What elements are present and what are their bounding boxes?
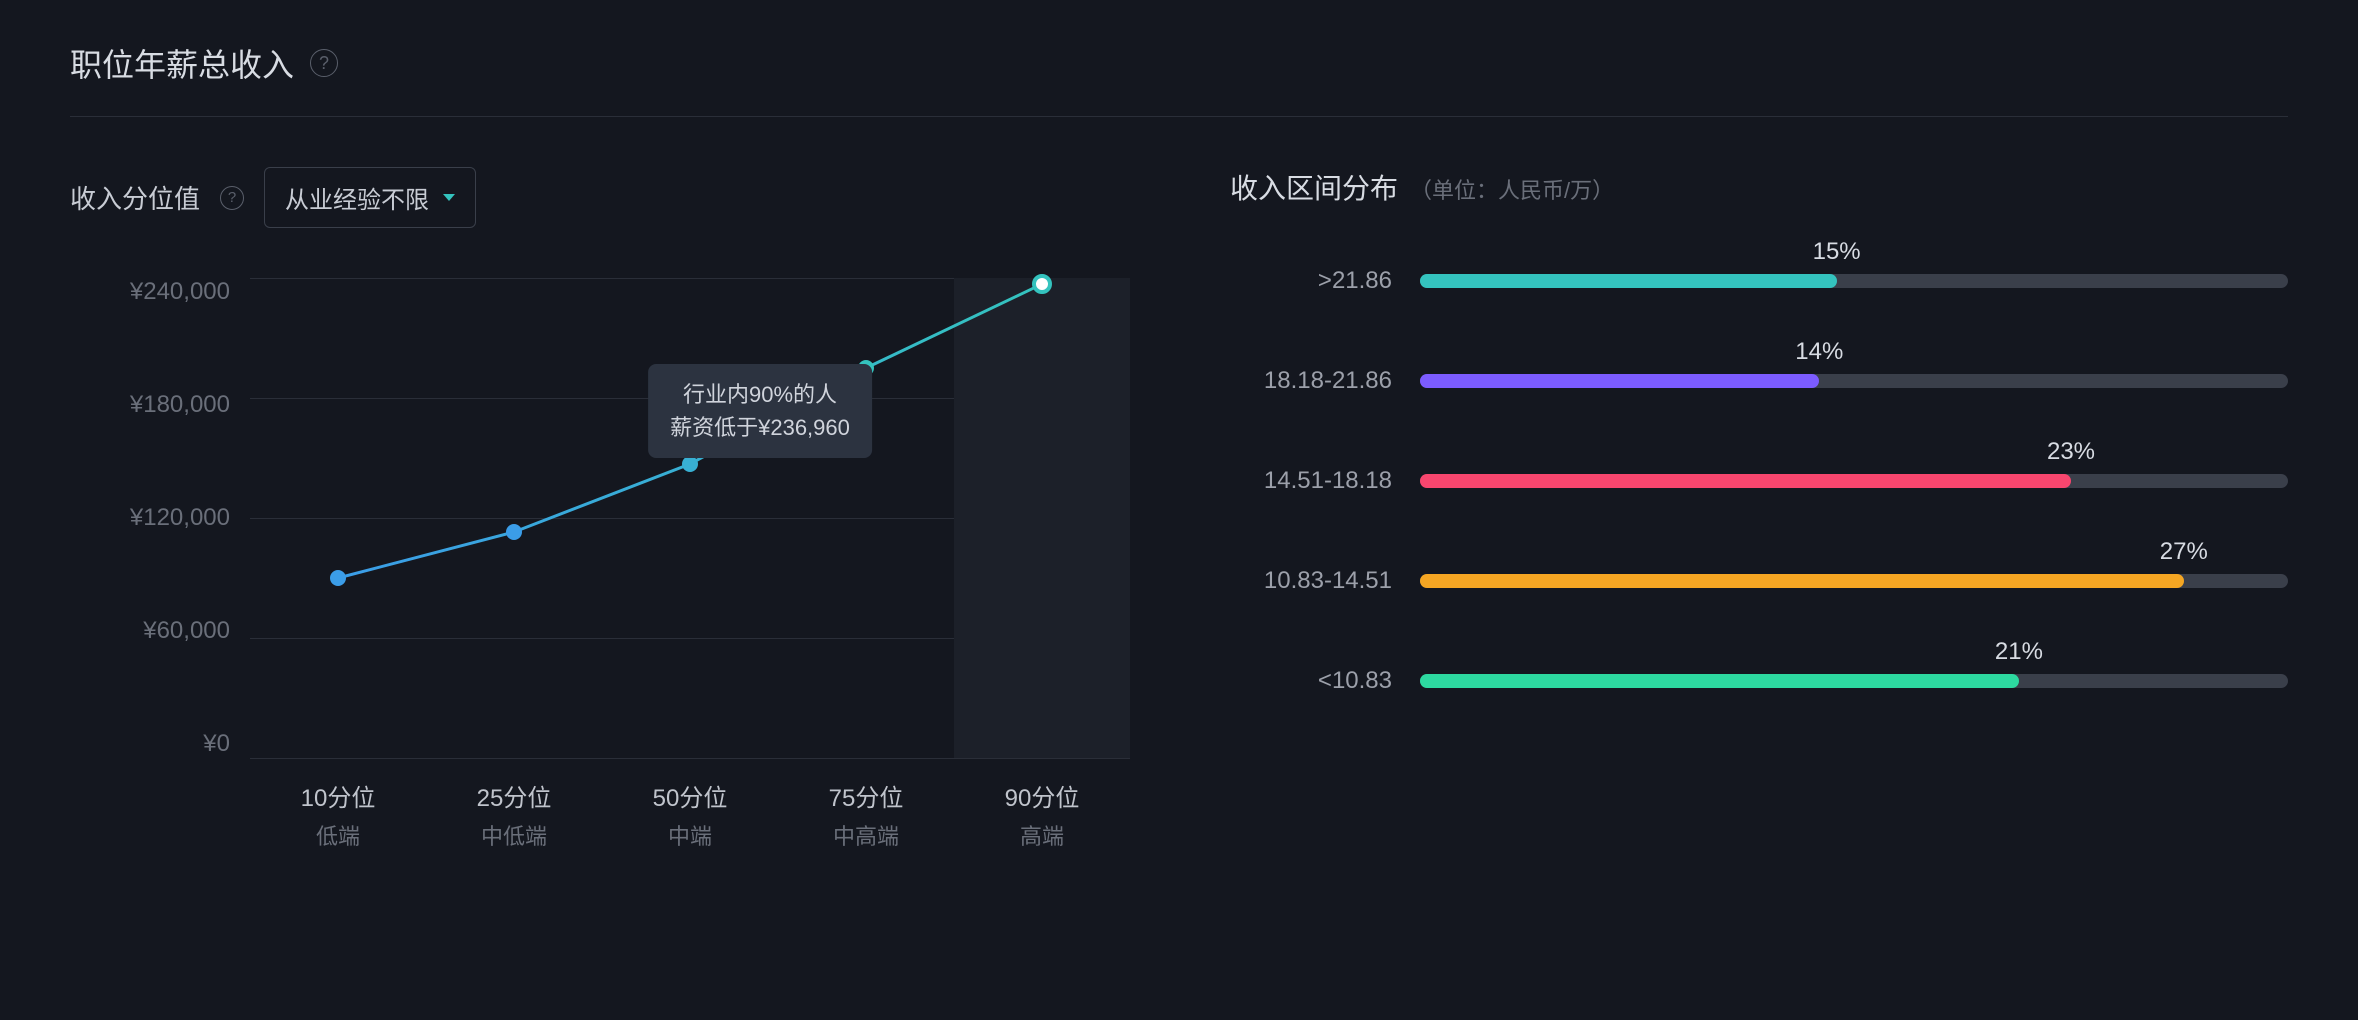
dropdown-label: 从业经验不限	[285, 180, 429, 215]
y-tick: ¥60,000	[90, 617, 230, 645]
gridline	[250, 758, 1130, 759]
x-tick-sublabel: 中高端	[778, 819, 954, 851]
bar-track: 27%	[1420, 574, 2288, 588]
bar-percent: 27%	[2160, 538, 2208, 566]
bar-track: 14%	[1420, 374, 2288, 388]
bar-row: <10.8321%	[1230, 667, 2288, 695]
help-icon[interactable]: ?	[220, 186, 244, 210]
x-tick-sublabel: 高端	[954, 819, 1130, 851]
bar-fill	[1420, 274, 1837, 288]
experience-dropdown[interactable]: 从业经验不限	[264, 167, 476, 228]
y-tick: ¥180,000	[90, 391, 230, 419]
x-tick: 50分位中端	[602, 778, 778, 851]
x-axis: 10分位低端25分位中低端50分位中端75分位中高端90分位高端	[250, 778, 1130, 851]
left-panel: 收入分位值 ? 从业经验不限 ¥240,000¥180,000¥120,000¥…	[70, 167, 1150, 878]
bar-percent: 21%	[1995, 638, 2043, 666]
line-svg	[250, 278, 1130, 758]
x-tick-label: 90分位	[954, 778, 1130, 813]
bar-fill	[1420, 474, 2071, 488]
page-title: 职位年薪总收入	[70, 40, 294, 86]
distribution-subtitle: （单位：人民币/万）	[1410, 173, 1614, 205]
tooltip-line2: 薪资低于¥236,960	[670, 411, 850, 444]
chart-marker[interactable]	[682, 456, 698, 472]
x-tick: 75分位中高端	[778, 778, 954, 851]
y-tick: ¥0	[90, 730, 230, 758]
bar-fill	[1420, 374, 1819, 388]
distribution-title: 收入区间分布	[1230, 167, 1398, 207]
bar-percent: 15%	[1813, 238, 1861, 266]
x-tick-label: 75分位	[778, 778, 954, 813]
chevron-down-icon	[443, 194, 455, 201]
chart-marker[interactable]	[506, 524, 522, 540]
help-icon[interactable]: ?	[310, 49, 338, 77]
plot-area: 行业内90%的人薪资低于¥236,960	[250, 278, 1130, 758]
chart-marker[interactable]	[330, 570, 346, 586]
y-tick: ¥120,000	[90, 504, 230, 532]
bar-label: 14.51-18.18	[1230, 467, 1420, 495]
percentile-label: 收入分位值	[70, 179, 200, 216]
percentile-line-chart: ¥240,000 ¥180,000 ¥120,000 ¥60,000 ¥0 行业内90%…	[90, 278, 1150, 878]
x-tick: 10分位低端	[250, 778, 426, 851]
x-tick-label: 25分位	[426, 778, 602, 813]
bar-label: 10.83-14.51	[1230, 567, 1420, 595]
bar-label: >21.86	[1230, 267, 1420, 295]
bar-label: <10.83	[1230, 667, 1420, 695]
x-tick-sublabel: 中端	[602, 819, 778, 851]
distribution-bars: >21.8615%18.18-21.8614%14.51-18.1823%10.…	[1230, 267, 2288, 695]
x-tick-label: 10分位	[250, 778, 426, 813]
x-tick: 25分位中低端	[426, 778, 602, 851]
bar-percent: 23%	[2047, 438, 2095, 466]
chart-tooltip: 行业内90%的人薪资低于¥236,960	[648, 364, 872, 458]
x-tick: 90分位高端	[954, 778, 1130, 851]
bar-row: 14.51-18.1823%	[1230, 467, 2288, 495]
bar-fill	[1420, 574, 2184, 588]
x-tick-sublabel: 低端	[250, 819, 426, 851]
bar-percent: 14%	[1795, 338, 1843, 366]
bar-track: 21%	[1420, 674, 2288, 688]
content: 收入分位值 ? 从业经验不限 ¥240,000¥180,000¥120,000¥…	[70, 167, 2288, 878]
bar-label: 18.18-21.86	[1230, 367, 1420, 395]
bar-track: 15%	[1420, 274, 2288, 288]
bar-row: 10.83-14.5127%	[1230, 567, 2288, 595]
distribution-header: 收入区间分布 （单位：人民币/万）	[1230, 167, 2288, 207]
y-tick: ¥240,000	[90, 278, 230, 306]
bar-track: 23%	[1420, 474, 2288, 488]
right-panel: 收入区间分布 （单位：人民币/万） >21.8615%18.18-21.8614…	[1230, 167, 2288, 878]
tooltip-line1: 行业内90%的人	[670, 378, 850, 411]
bar-row: 18.18-21.8614%	[1230, 367, 2288, 395]
controls: 收入分位值 ? 从业经验不限	[70, 167, 1150, 228]
bar-fill	[1420, 674, 2019, 688]
bar-row: >21.8615%	[1230, 267, 2288, 295]
chart-marker[interactable]	[1032, 274, 1052, 294]
x-tick-label: 50分位	[602, 778, 778, 813]
page-header: 职位年薪总收入 ?	[70, 40, 2288, 117]
y-axis: ¥240,000 ¥180,000 ¥120,000 ¥60,000 ¥0	[90, 278, 230, 758]
x-tick-sublabel: 中低端	[426, 819, 602, 851]
